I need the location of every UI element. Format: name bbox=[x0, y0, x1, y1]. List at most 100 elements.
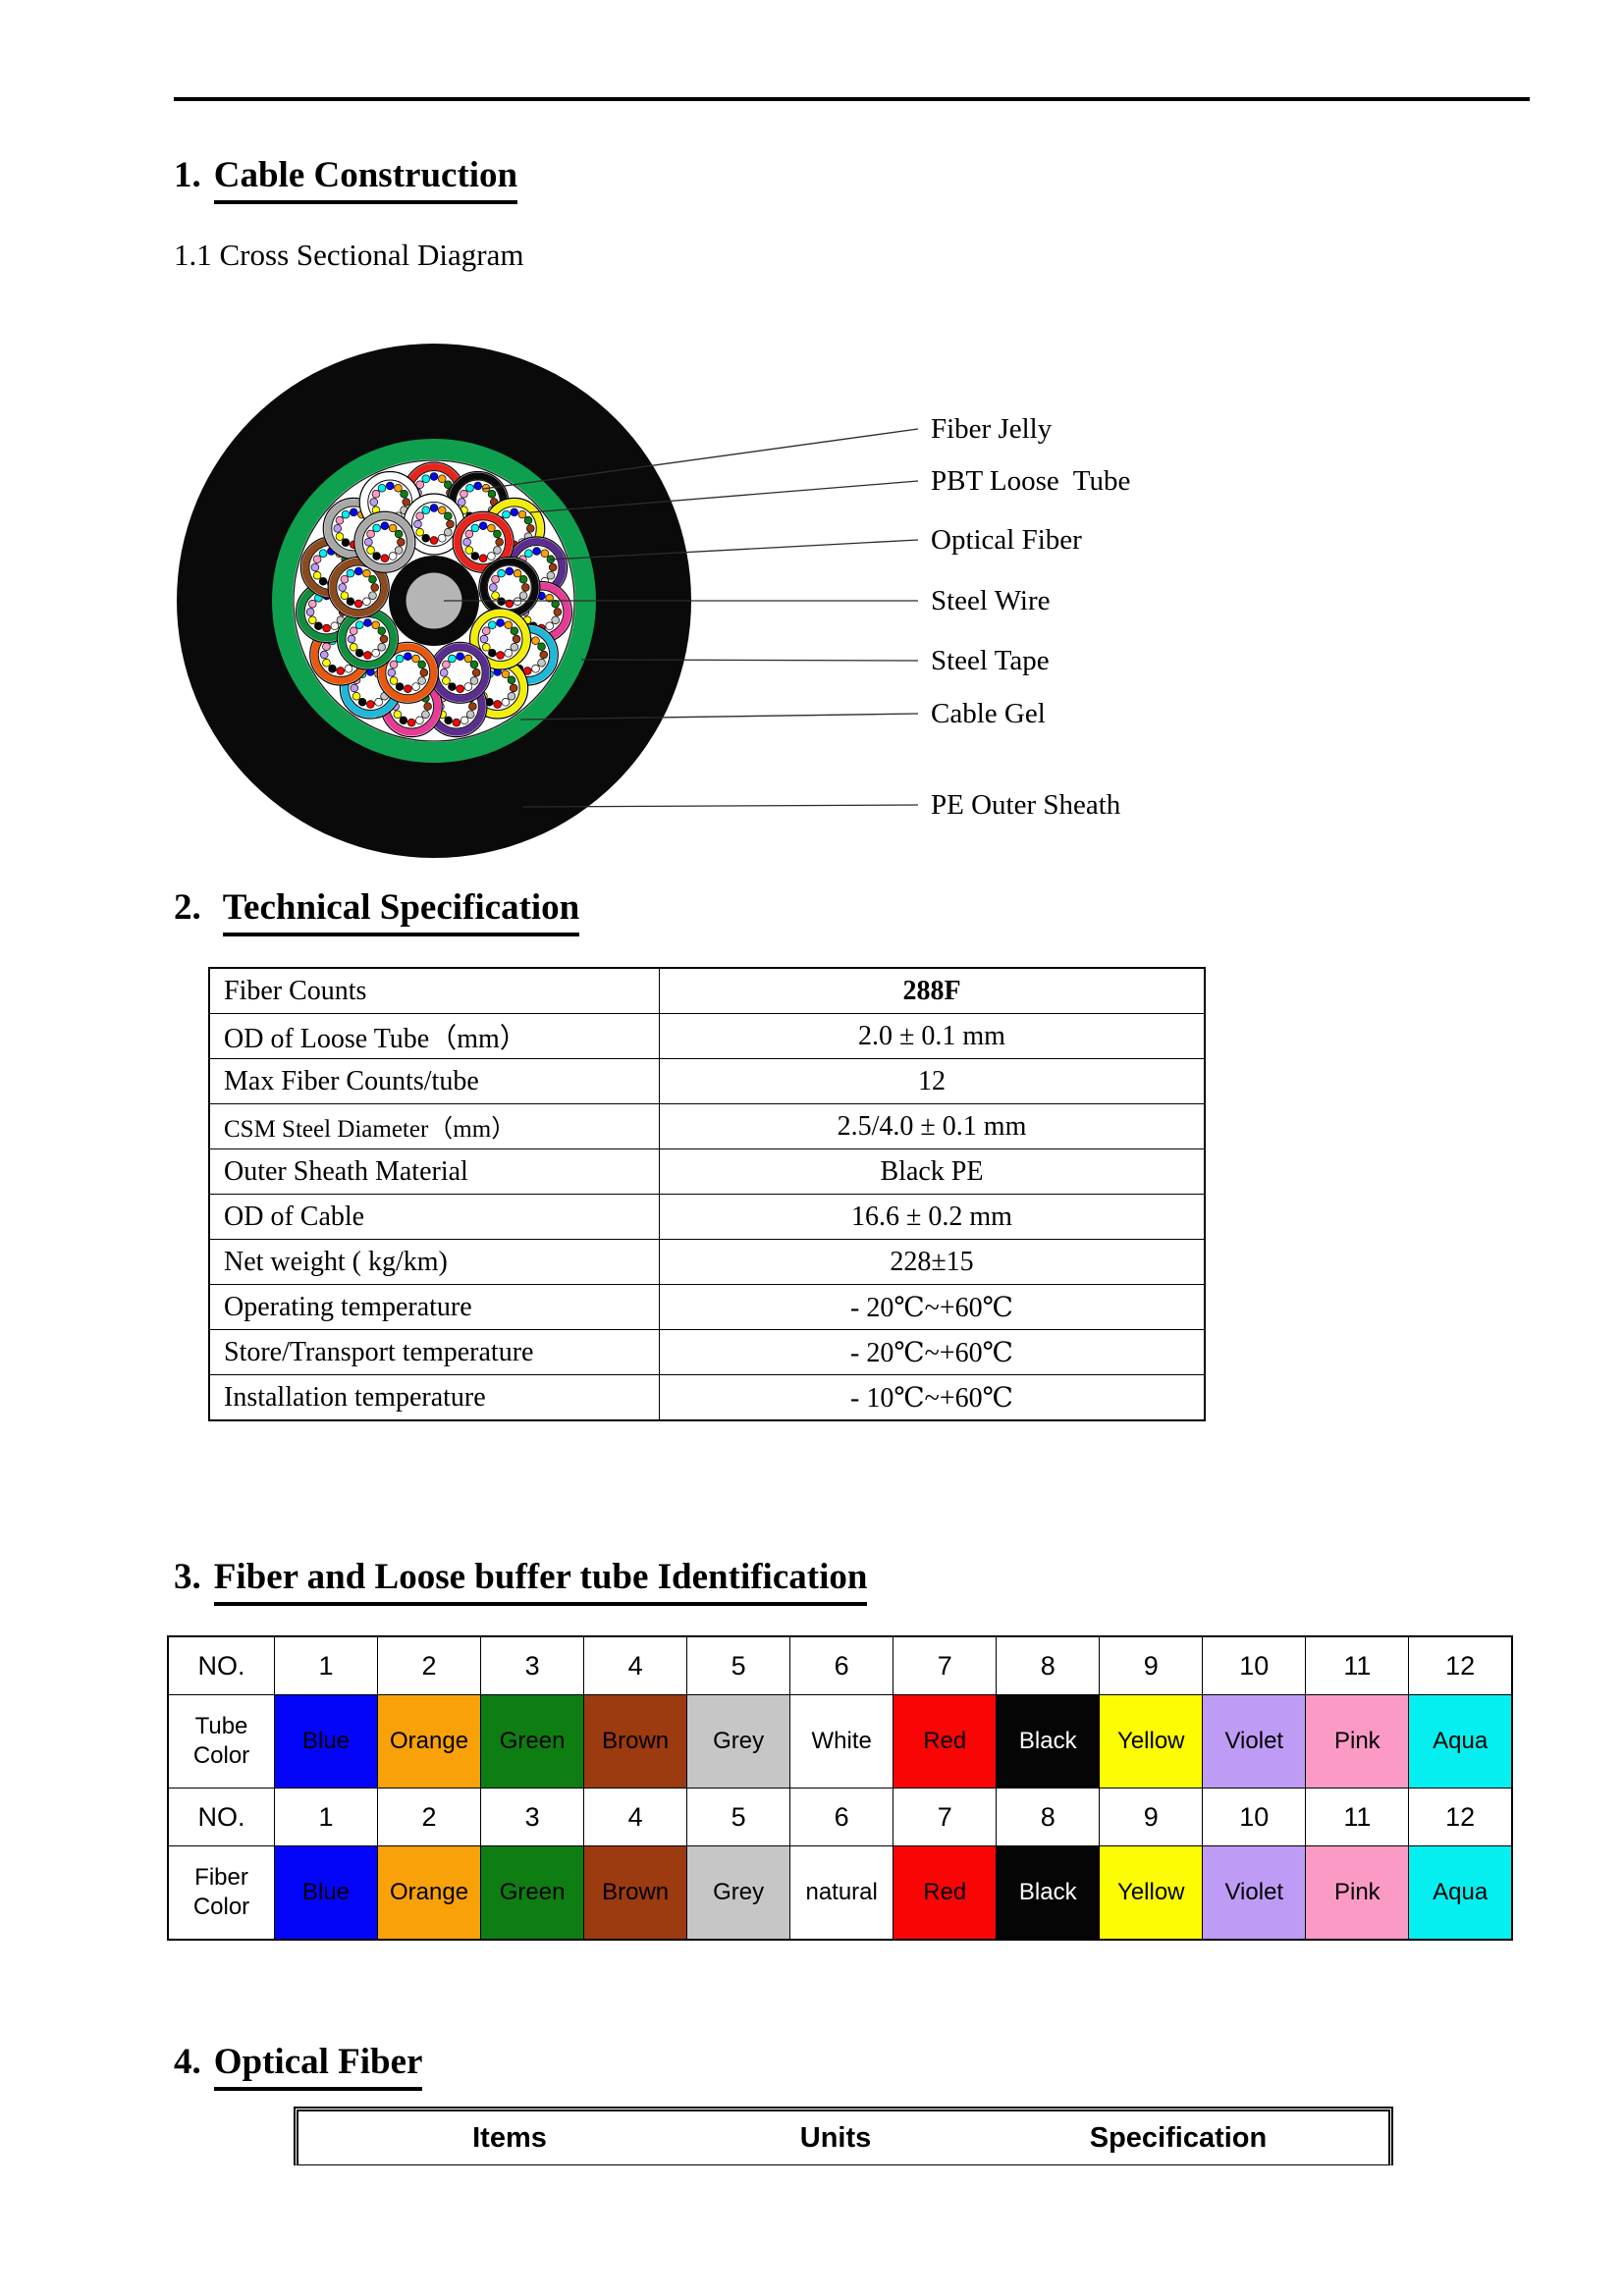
id-number-cell: 7 bbox=[893, 1788, 998, 1846]
optical-fiber-dot bbox=[322, 658, 331, 667]
optical-fiber-dot bbox=[465, 483, 474, 493]
optical-fiber-dot bbox=[438, 534, 447, 543]
tube-color-cell: Yellow bbox=[1099, 1694, 1204, 1789]
optical-fiber-dot bbox=[523, 667, 532, 675]
optical-fiber-dot bbox=[545, 621, 554, 631]
optical-fiber-dot bbox=[487, 490, 497, 499]
optical-fiber-dot bbox=[540, 549, 550, 558]
loose-tube-ring bbox=[354, 512, 414, 572]
tube-color-row: Tube Color Blue Orange Green Brown Grey White Re… bbox=[167, 1694, 1513, 1789]
optical-fiber-dot bbox=[362, 568, 371, 578]
optical-fiber-dot bbox=[389, 676, 399, 685]
optical-fiber-dot bbox=[493, 529, 502, 539]
diagram-leader-line bbox=[580, 659, 919, 662]
optical-fiber-dot bbox=[517, 509, 527, 519]
optical-fiber-dot bbox=[510, 626, 519, 635]
spec-value-cell: - 10℃~+60℃ bbox=[659, 1374, 1206, 1421]
id-number-cell: 5 bbox=[686, 1635, 791, 1695]
optical-fiber-dot bbox=[464, 546, 474, 555]
optical-fiber-dot bbox=[504, 649, 514, 658]
optical-fiber-dot bbox=[457, 498, 466, 507]
optical-fiber-dot bbox=[352, 691, 361, 701]
optical-fiber-table: Items Units Specification bbox=[294, 2107, 1393, 2165]
fiber-color-cell: Blue bbox=[273, 1845, 379, 1941]
loose-tube-ring bbox=[454, 512, 514, 572]
optical-fiber-dot bbox=[423, 702, 432, 711]
diagram-label: Cable Gel bbox=[931, 698, 1046, 729]
fiber-table-header-specification: Specification bbox=[1089, 2122, 1268, 2154]
optical-fiber-dot bbox=[456, 652, 464, 662]
optical-fiber-dot bbox=[354, 649, 364, 658]
optical-fiber-dot bbox=[347, 634, 356, 644]
optical-fiber-dot bbox=[444, 527, 453, 537]
optical-fiber-dot bbox=[487, 523, 496, 533]
optical-fiber-dot bbox=[473, 481, 482, 491]
optical-fiber-dot bbox=[366, 546, 375, 555]
tube-color-cell: Violet bbox=[1202, 1694, 1307, 1789]
optical-fiber-dot bbox=[335, 532, 345, 541]
optical-fiber-dot bbox=[364, 537, 373, 547]
optical-fiber-dot bbox=[507, 675, 516, 684]
optical-fiber-dot bbox=[497, 597, 506, 606]
optical-fiber-dot bbox=[504, 620, 514, 629]
id-table-body: NO. 1 2 3 4 5 6 7 8 9 10 11 12 Tube Color Blue Orange Gre… bbox=[167, 1635, 1513, 1941]
spec-value-cell: 12 bbox=[659, 1058, 1206, 1104]
optical-fiber-dot bbox=[512, 634, 521, 644]
spec-label-cell: Net weight ( kg/km) bbox=[208, 1239, 660, 1285]
spec-row: Max Fiber Counts/tube 12 bbox=[208, 1058, 1206, 1104]
optical-fiber-dot bbox=[468, 702, 477, 711]
id-number-cell: 10 bbox=[1202, 1788, 1307, 1846]
spec-value-cell: 228±15 bbox=[659, 1239, 1206, 1285]
id-number-cell: 6 bbox=[789, 1788, 894, 1846]
optical-fiber-dot bbox=[438, 506, 447, 514]
section4-heading: 4. Optical Fiber bbox=[174, 2040, 423, 2091]
optical-fiber-dot bbox=[330, 621, 340, 631]
optical-fiber-dot bbox=[497, 568, 506, 578]
spec-label-cell: Max Fiber Counts/tube bbox=[208, 1058, 660, 1104]
optical-fiber-dot bbox=[463, 654, 473, 664]
optical-fiber-dot bbox=[444, 716, 453, 725]
section4-title: Optical Fiber bbox=[213, 2040, 423, 2091]
tube-color-cell: Pink bbox=[1305, 1694, 1410, 1789]
optical-fiber-dot bbox=[501, 698, 511, 707]
optical-fiber-dot bbox=[502, 509, 511, 519]
optical-fiber-dot bbox=[429, 504, 439, 512]
tube-color-cell: Brown bbox=[583, 1694, 688, 1789]
spec-row: Operating temperature - 20℃~+60℃ bbox=[208, 1284, 1206, 1330]
optical-fiber-dot bbox=[344, 665, 353, 673]
optical-fiber-dot bbox=[387, 668, 397, 677]
id-number-cell: 11 bbox=[1305, 1635, 1410, 1695]
fiber-color-cell: Green bbox=[480, 1845, 585, 1941]
optical-fiber-dot bbox=[400, 490, 408, 499]
optical-fiber-dot bbox=[379, 634, 389, 644]
optical-fiber-dot bbox=[372, 552, 381, 561]
optical-fiber-dot bbox=[350, 683, 359, 693]
spec-table: Fiber Counts 288F OD of Loose Tube（mm） 2.0 … bbox=[208, 967, 1206, 1421]
optical-fiber-dot bbox=[551, 615, 560, 624]
page-header-rule bbox=[174, 97, 1530, 101]
spec-label-cell: Installation temperature bbox=[208, 1374, 660, 1421]
optical-fiber-dot bbox=[395, 654, 405, 664]
fiber-color-cell: natural bbox=[789, 1845, 894, 1941]
optical-fiber-dot bbox=[505, 599, 514, 609]
spec-row: Fiber Counts 288F bbox=[208, 967, 1206, 1014]
optical-fiber-dot bbox=[397, 537, 406, 547]
optical-fiber-dot bbox=[404, 652, 412, 662]
optical-fiber-dot bbox=[370, 583, 379, 592]
optical-fiber-dot bbox=[411, 682, 420, 691]
tube-color-cell: Aqua bbox=[1408, 1694, 1513, 1789]
id-number-cell: 3 bbox=[480, 1788, 585, 1846]
optical-fiber-dot bbox=[338, 583, 347, 592]
subsection1-heading: 1.1 Cross Sectional Diagram bbox=[174, 238, 524, 272]
spec-label-cell: Operating temperature bbox=[208, 1284, 660, 1330]
spec-row: Installation temperature - 10℃~+60℃ bbox=[208, 1374, 1206, 1421]
optical-fiber-dot bbox=[463, 682, 473, 691]
optical-fiber-dot bbox=[308, 599, 317, 609]
optical-fiber-dot bbox=[374, 698, 383, 707]
diagram-label: Steel Wire bbox=[931, 585, 1051, 616]
optical-fiber-dot bbox=[312, 555, 322, 564]
spec-value-cell: - 20℃~+60℃ bbox=[659, 1284, 1206, 1330]
optical-fiber-dot bbox=[525, 524, 535, 533]
optical-fiber-dot bbox=[388, 552, 398, 561]
